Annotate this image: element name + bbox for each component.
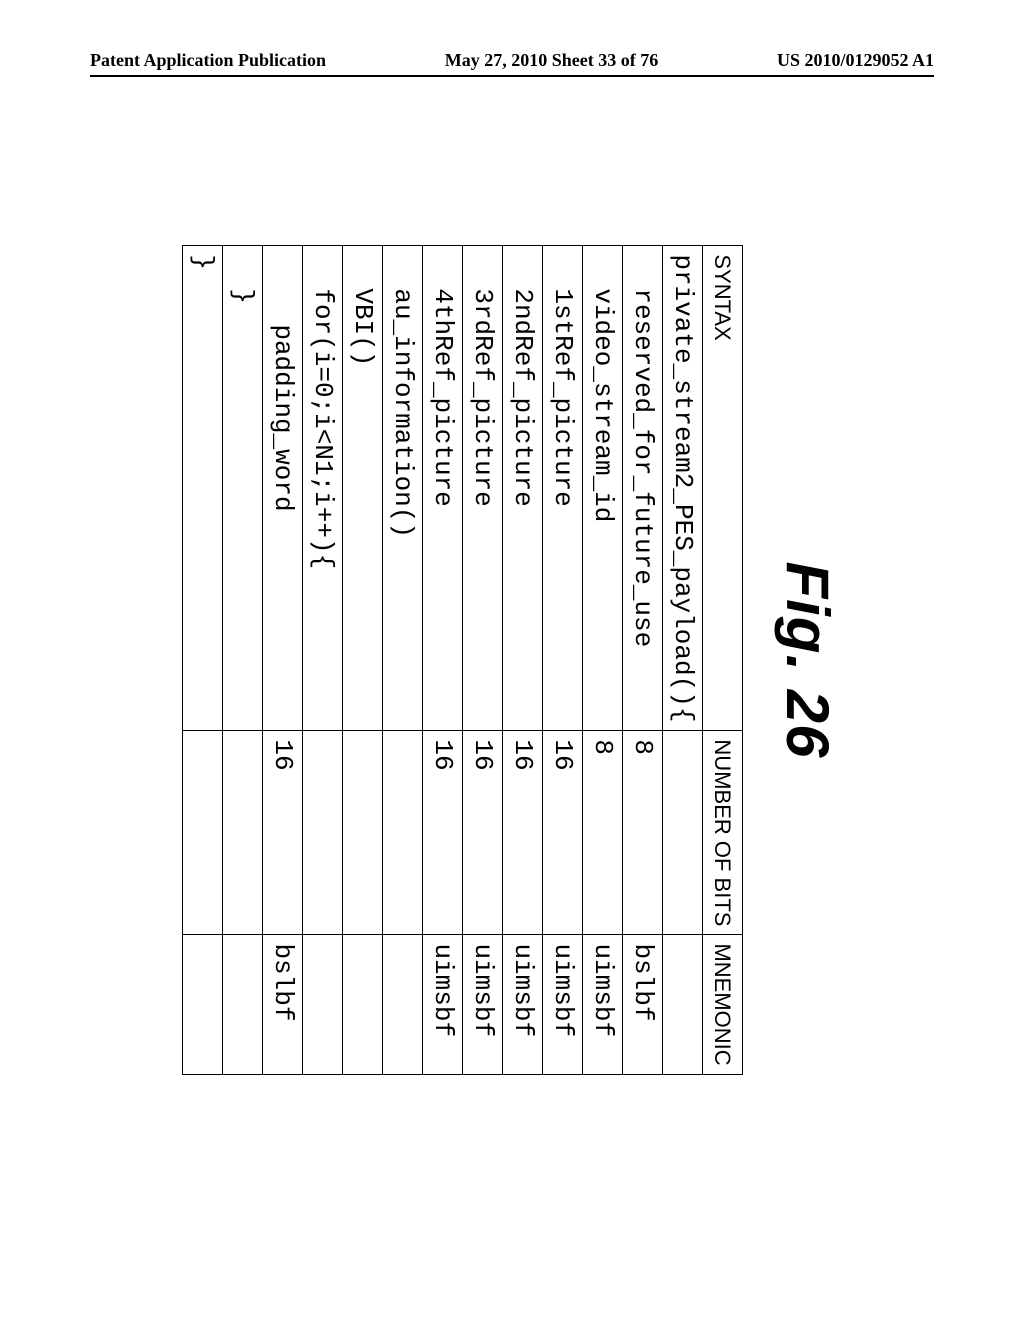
cell-bits: 8 [583,731,623,935]
table-row: video_stream_id 8 uimsbf [583,246,623,1074]
table-row: 1stRef_picture 16 uimsbf [543,246,583,1074]
cell-bits: 16 [503,731,543,935]
cell-bits: 16 [263,731,303,935]
table-row: } [223,246,263,1074]
cell-syntax: VBI() [343,246,383,731]
table-row: au_information() [383,246,423,1074]
cell-syntax: padding_word [263,246,303,731]
cell-mnemonic: uimsbf [543,935,583,1074]
cell-mnemonic: uimsbf [503,935,543,1074]
cell-syntax: 1stRef_picture [543,246,583,731]
cell-mnemonic [223,935,263,1074]
col-header-mnemonic: MNEMONIC [703,935,743,1074]
cell-mnemonic: uimsbf [463,935,503,1074]
header-center-text: May 27, 2010 Sheet 33 of 76 [445,50,658,71]
cell-syntax: 2ndRef_picture [503,246,543,731]
table-row: 2ndRef_picture 16 uimsbf [503,246,543,1074]
cell-syntax: video_stream_id [583,246,623,731]
syntax-table: SYNTAX NUMBER OF BITS MNEMONIC private_s… [182,245,743,1074]
cell-mnemonic: uimsbf [583,935,623,1074]
cell-bits [343,731,383,935]
cell-mnemonic [663,935,703,1074]
cell-bits [303,731,343,935]
cell-syntax: for(i=0;i<N1;i++){ [303,246,343,731]
cell-syntax: reserved_for_future_use [623,246,663,731]
cell-syntax: 3rdRef_picture [463,246,503,731]
table-row: private_stream2_PES_payload(){ [663,246,703,1074]
table-row: 4thRef_picture 16 uimsbf [423,246,463,1074]
cell-mnemonic [183,935,223,1074]
cell-syntax: } [183,246,223,731]
page-header: Patent Application Publication May 27, 2… [90,50,934,77]
cell-bits [183,731,223,935]
cell-bits [383,731,423,935]
cell-syntax: } [223,246,263,731]
table-row: reserved_for_future_use 8 bslbf [623,246,663,1074]
cell-bits: 16 [543,731,583,935]
cell-mnemonic [383,935,423,1074]
cell-syntax: private_stream2_PES_payload(){ [663,246,703,731]
page: Patent Application Publication May 27, 2… [0,0,1024,1320]
cell-mnemonic: bslbf [623,935,663,1074]
figure-content-rotated: Fig. 26 SYNTAX NUMBER OF BITS MNEMONIC p… [182,135,842,1185]
table-header-row: SYNTAX NUMBER OF BITS MNEMONIC [703,246,743,1074]
table-row: for(i=0;i<N1;i++){ [303,246,343,1074]
figure-title: Fig. 26 [773,135,842,1185]
cell-mnemonic: bslbf [263,935,303,1074]
cell-bits [663,731,703,935]
cell-bits: 16 [463,731,503,935]
table-row: padding_word 16 bslbf [263,246,303,1074]
cell-bits: 16 [423,731,463,935]
table-row: 3rdRef_picture 16 uimsbf [463,246,503,1074]
cell-syntax: au_information() [383,246,423,731]
cell-mnemonic [303,935,343,1074]
cell-bits: 8 [623,731,663,935]
col-header-syntax: SYNTAX [703,246,743,731]
cell-mnemonic [343,935,383,1074]
cell-mnemonic: uimsbf [423,935,463,1074]
header-left-text: Patent Application Publication [90,50,326,71]
table-row: VBI() [343,246,383,1074]
col-header-bits: NUMBER OF BITS [703,731,743,935]
cell-syntax: 4thRef_picture [423,246,463,731]
table-row: } [183,246,223,1074]
cell-bits [223,731,263,935]
header-right-text: US 2010/0129052 A1 [777,50,934,71]
